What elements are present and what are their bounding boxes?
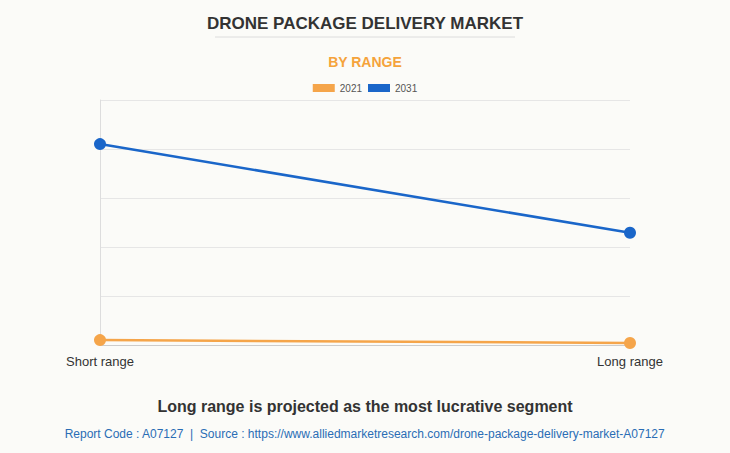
svg-text:BY RANGE: BY RANGE bbox=[328, 54, 402, 70]
svg-text:Long range is projected as the: Long range is projected as the most lucr… bbox=[157, 398, 573, 415]
svg-text:DRONE PACKAGE DELIVERY MARKET: DRONE PACKAGE DELIVERY MARKET bbox=[207, 14, 524, 33]
svg-text:Long range: Long range bbox=[597, 354, 663, 369]
svg-text:2031: 2031 bbox=[395, 83, 418, 94]
svg-text:2021: 2021 bbox=[340, 83, 363, 94]
svg-text:Report Code : A07127 | Sourc: Report Code : A07127 | Source : https://… bbox=[65, 427, 665, 441]
svg-text:Short range: Short range bbox=[66, 354, 134, 369]
